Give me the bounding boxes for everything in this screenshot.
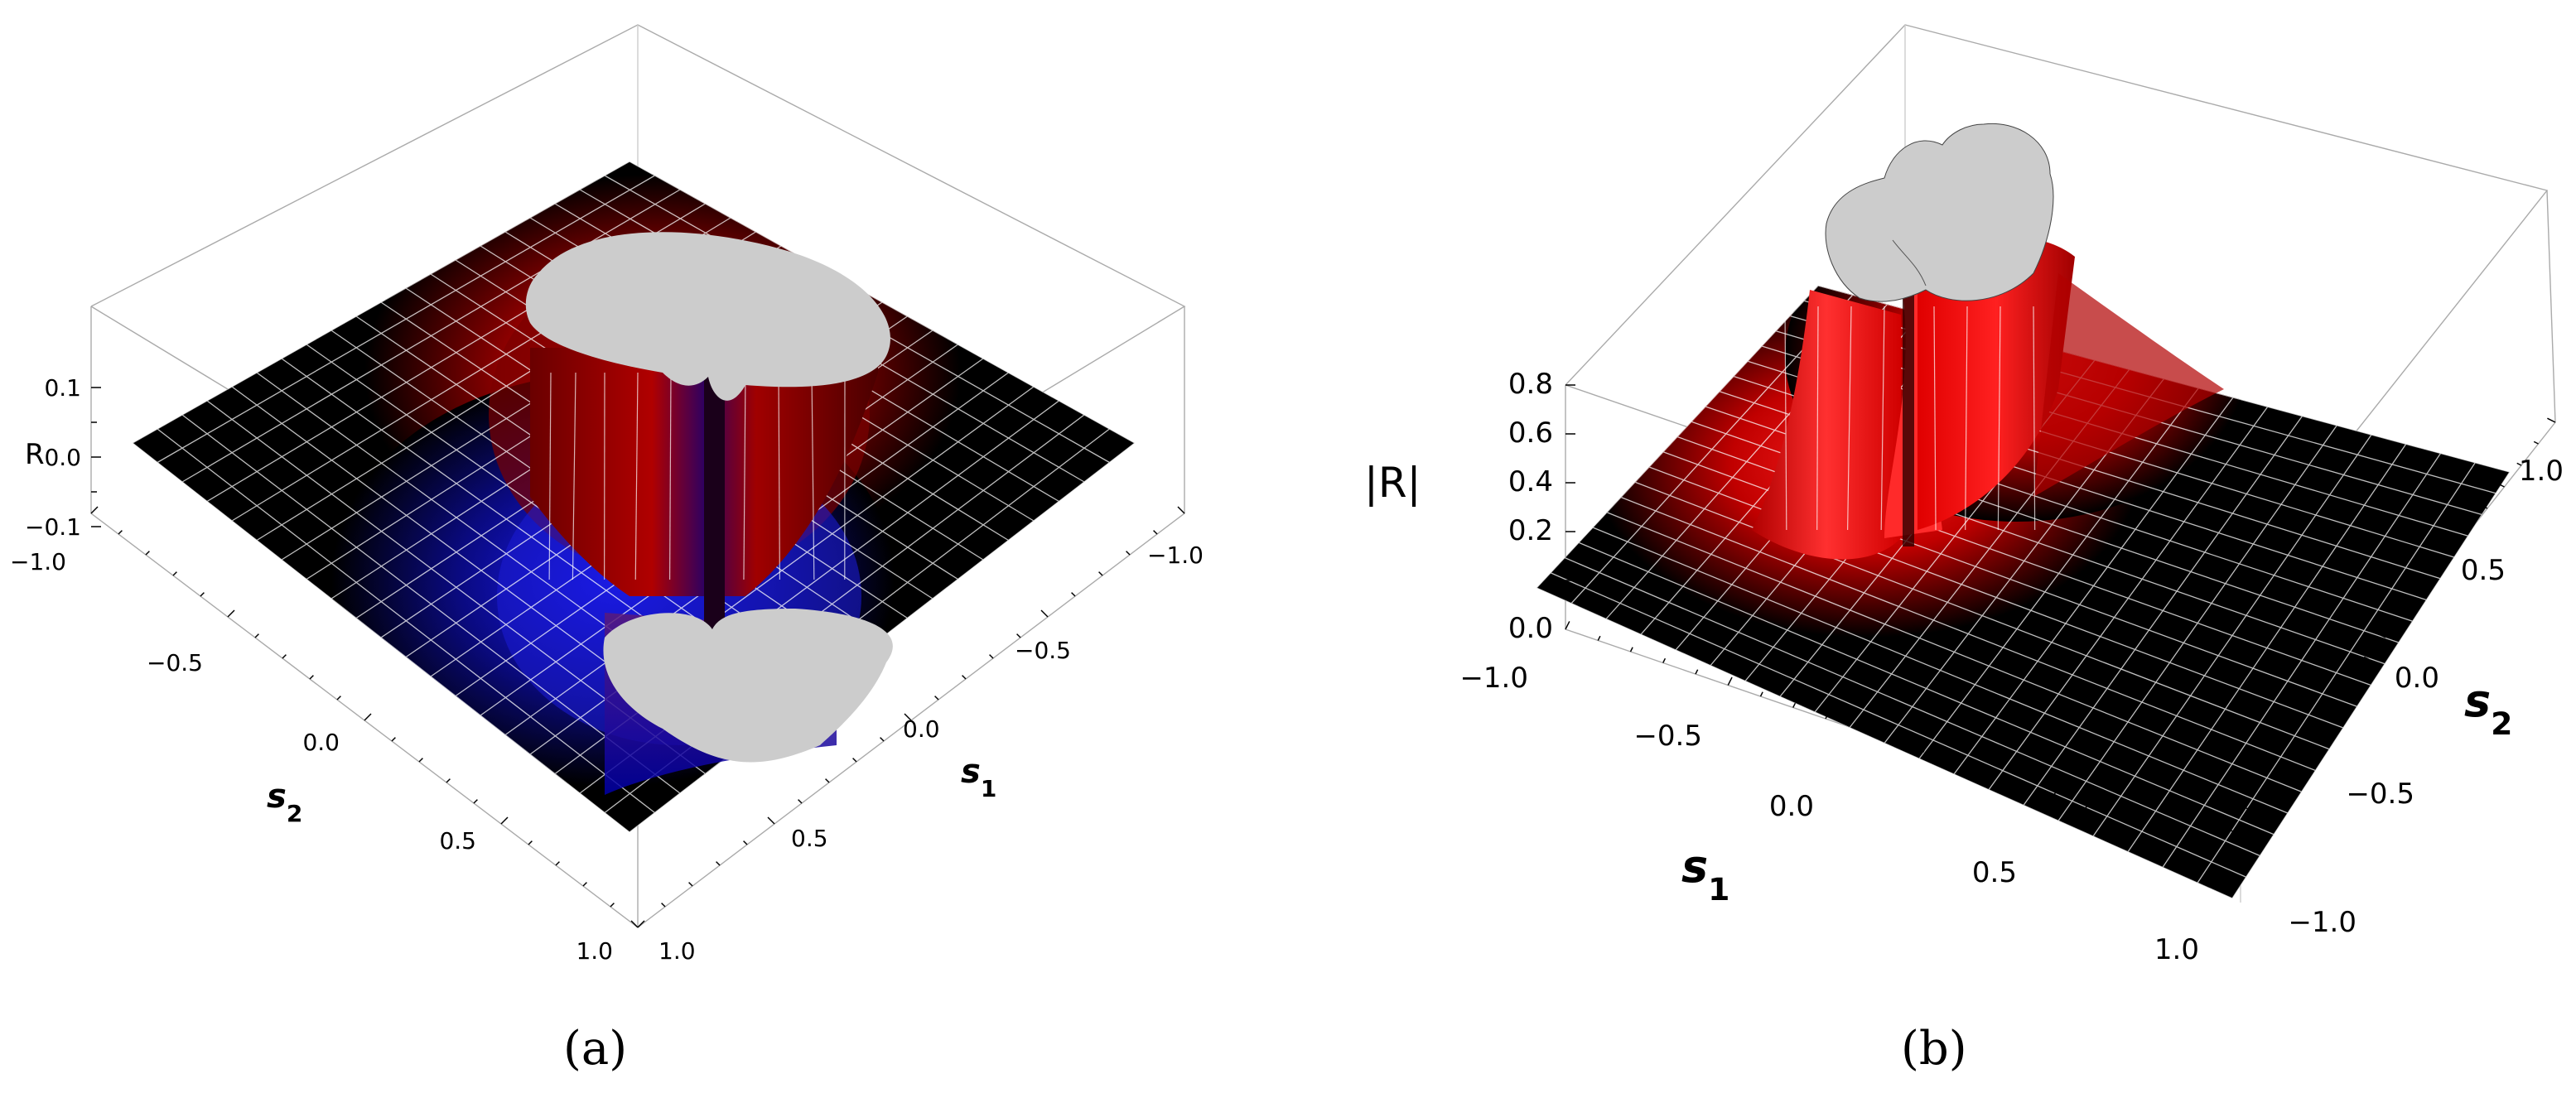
axis-major-tick	[2547, 418, 2555, 422]
caption-a: (a)	[563, 1022, 627, 1076]
axis-major-tick	[91, 507, 98, 513]
s2-axis-label-b: s2	[2464, 675, 2512, 742]
axis-minor-tick	[173, 572, 176, 575]
s1-tick-a-1: −0.5	[1015, 637, 1071, 664]
axis-minor-tick	[392, 738, 395, 741]
axis-minor-tick	[716, 862, 720, 865]
axis-major-tick	[1728, 677, 1732, 686]
s2-tick-a-4: 1.0	[576, 937, 613, 965]
s1-axis-label-a: s1	[961, 753, 996, 802]
z-tick-a-0: 0.1	[44, 374, 81, 402]
axis-minor-tick	[1761, 692, 1763, 696]
axis-minor-tick	[419, 758, 422, 762]
z-tick-b-0: 0.8	[1508, 368, 1553, 401]
axis-minor-tick	[1793, 703, 1796, 707]
axis-minor-tick	[337, 696, 340, 700]
axis-major-tick	[631, 921, 638, 927]
axis-major-tick	[501, 817, 508, 824]
axis-minor-tick	[200, 593, 204, 596]
axis-minor-tick	[1072, 593, 1075, 596]
z-tick-b-2: 0.4	[1508, 465, 1553, 498]
axis-minor-tick	[446, 779, 450, 782]
s1-tick-b-2: 0.0	[1769, 790, 1814, 823]
axis-minor-tick	[282, 655, 286, 658]
axis-minor-tick	[118, 531, 122, 534]
axis-minor-tick	[583, 883, 586, 886]
z-tick-b-3: 0.2	[1508, 514, 1553, 547]
axis-minor-tick	[1154, 531, 1157, 534]
axis-minor-tick	[610, 903, 614, 907]
s2-tick-b-2: 0.0	[2395, 662, 2439, 695]
s1-tick-a-0: −1.0	[1147, 542, 1204, 569]
axis-minor-tick	[1696, 670, 1698, 674]
s2-tick-a-2: 0.0	[302, 729, 340, 756]
axis-minor-tick	[1598, 636, 1600, 640]
s1-axis-label-b: s1	[1681, 840, 1729, 908]
s1-tick-b-0: −1.0	[1459, 662, 1528, 695]
axis-minor-tick	[1631, 648, 1633, 652]
z-axis-label-b: |R|	[1364, 459, 1421, 507]
z-axis-label-a: R	[25, 438, 45, 471]
axis-minor-tick	[1099, 572, 1102, 575]
panel-b: 0.8 0.6 0.4 0.2 0.0 |R| −1.0 −0.5 0.0 0.…	[1288, 0, 2576, 1093]
axis-minor-tick	[744, 841, 747, 845]
axis-minor-tick	[853, 758, 856, 762]
axis-minor-tick	[689, 883, 692, 886]
axis-minor-tick	[1663, 658, 1666, 662]
axis-minor-tick	[2534, 441, 2538, 444]
s1-tick-a-2: 0.0	[903, 715, 940, 743]
s1-tick-b-3: 0.5	[1972, 856, 2017, 889]
axis-minor-tick	[1126, 551, 1130, 555]
axis-minor-tick	[528, 841, 532, 845]
panel-a: 0.1 0.0 −0.1 R −1.0 −0.5 0.0 0.5 1.0 s2 …	[0, 0, 1288, 1093]
s2-tick-b-3: 0.5	[2461, 554, 2506, 587]
plot-b-svg: 0.8 0.6 0.4 0.2 0.0 |R| −1.0 −0.5 0.0 0.…	[1288, 0, 2576, 1093]
axis-minor-tick	[556, 862, 559, 865]
axis-minor-tick	[255, 634, 258, 638]
caption-b: (b)	[1901, 1022, 1967, 1076]
axis-major-tick	[1041, 610, 1048, 617]
clipped-top-b	[1826, 123, 2053, 301]
axis-minor-tick	[662, 903, 665, 907]
axis-minor-tick	[798, 800, 802, 803]
axis-major-tick	[1565, 621, 1570, 629]
s1-tick-b-4: 1.0	[2154, 933, 2199, 966]
axis-minor-tick	[962, 676, 966, 679]
axis-minor-tick	[880, 738, 884, 741]
s2-tick-a-3: 0.5	[439, 827, 476, 855]
s2-tick-b-1: −0.5	[2346, 778, 2414, 811]
s1-tick-a-3: 0.5	[791, 825, 828, 852]
axis-minor-tick	[935, 696, 938, 700]
axis-minor-tick	[990, 655, 993, 658]
z-tick-a-1: 0.0	[44, 444, 81, 471]
axis-major-tick	[1178, 507, 1184, 513]
axis-minor-tick	[474, 800, 477, 803]
axis-minor-tick	[310, 676, 313, 679]
s1-tick-b-1: −0.5	[1633, 720, 1702, 753]
z-tick-a-2: −0.1	[25, 513, 81, 541]
axis-major-tick	[638, 921, 644, 927]
axis-major-tick	[364, 714, 371, 720]
s2-tick-b-4: 1.0	[2519, 455, 2564, 488]
axis-minor-tick	[826, 779, 829, 782]
s1-tick-a-4: 1.0	[658, 937, 696, 965]
z-tick-b-1: 0.6	[1508, 416, 1553, 450]
axis-major-tick	[228, 610, 234, 617]
s2-axis-label-a: s2	[267, 778, 302, 827]
axis-major-tick	[768, 817, 774, 824]
s2-tick-a-0: −1.0	[10, 548, 66, 575]
plot-a-svg: 0.1 0.0 −0.1 R −1.0 −0.5 0.0 0.5 1.0 s2 …	[0, 0, 1288, 1093]
s2-tick-a-1: −0.5	[147, 649, 203, 677]
axis-minor-tick	[146, 551, 149, 555]
z-tick-b-4: 0.0	[1508, 612, 1553, 645]
s2-tick-b-0: −1.0	[2288, 906, 2357, 939]
z-axis-a	[91, 388, 101, 527]
